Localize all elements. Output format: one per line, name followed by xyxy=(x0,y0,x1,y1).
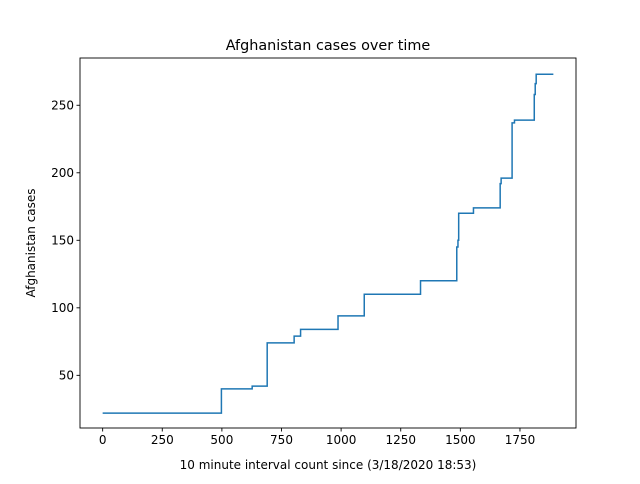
axes-frame xyxy=(79,57,577,429)
x-tick-label: 750 xyxy=(270,433,293,447)
series-layer xyxy=(102,73,554,414)
y-tick-label: 50 xyxy=(59,369,74,383)
chart-title: Afghanistan cases over time xyxy=(226,38,431,54)
x-tick-label: 1500 xyxy=(445,433,476,447)
x-tick-label: 500 xyxy=(210,433,233,447)
x-axis-label: 10 minute interval count since (3/18/202… xyxy=(180,458,477,472)
x-tick-label: 1000 xyxy=(326,433,357,447)
x-tick-label: 1750 xyxy=(505,433,536,447)
x-tick-label: 1250 xyxy=(385,433,416,447)
y-tick-label: 150 xyxy=(51,234,74,248)
y-tick-label: 200 xyxy=(51,166,74,180)
x-ticks: 0 250 500 750 1000 1250 1500 1750 xyxy=(99,428,535,447)
y-tick-label: 250 xyxy=(51,99,74,113)
plot-area xyxy=(80,58,576,428)
y-tick-label: 100 xyxy=(51,301,74,315)
y-axis-label: Afghanistan cases xyxy=(24,188,38,297)
x-tick-label: 0 xyxy=(99,433,107,447)
series-line-0 xyxy=(102,73,554,414)
x-tick-label: 250 xyxy=(151,433,174,447)
y-ticks: 50 100 150 200 250 xyxy=(51,99,80,383)
